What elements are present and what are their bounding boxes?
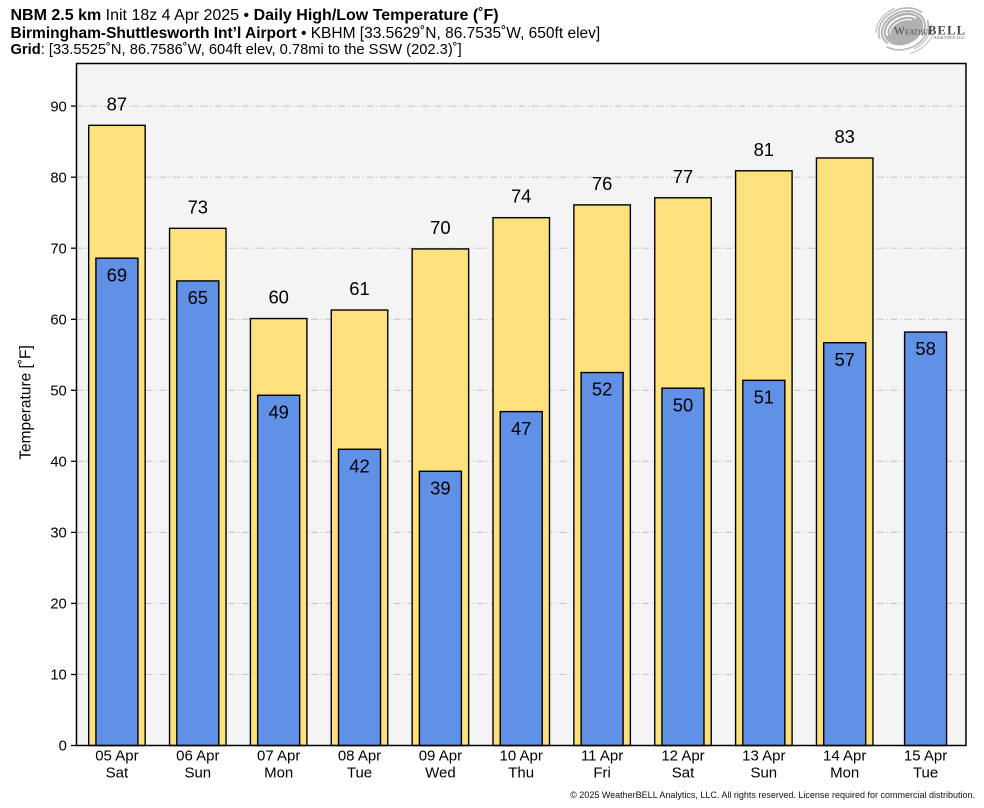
- svg-text:40: 40: [50, 455, 66, 471]
- svg-text:77: 77: [673, 166, 693, 187]
- svg-text:81: 81: [754, 139, 774, 160]
- svg-text:70: 70: [430, 217, 450, 238]
- svg-text:10: 10: [50, 668, 66, 684]
- svg-text:73: 73: [188, 196, 208, 217]
- svg-text:11 Apr: 11 Apr: [581, 748, 623, 765]
- svg-text:10 Apr: 10 Apr: [500, 748, 543, 765]
- svg-text:Fri: Fri: [593, 765, 611, 782]
- svg-text:05 Apr: 05 Apr: [95, 748, 138, 765]
- svg-text:Sat: Sat: [106, 765, 129, 782]
- svg-text:90: 90: [50, 99, 66, 115]
- svg-text:Tue: Tue: [913, 765, 938, 782]
- svg-text:Sun: Sun: [184, 765, 211, 782]
- svg-text:Temperature [˚F]: Temperature [˚F]: [18, 345, 35, 460]
- svg-text:12 Apr: 12 Apr: [661, 748, 704, 765]
- svg-text:ANALYTICS LLC: ANALYTICS LLC: [933, 35, 965, 40]
- svg-text:07 Apr: 07 Apr: [257, 748, 300, 765]
- svg-text:52: 52: [592, 379, 612, 400]
- svg-text:61: 61: [349, 278, 369, 299]
- svg-text:69: 69: [107, 264, 127, 285]
- svg-text:49: 49: [268, 402, 288, 423]
- svg-text:0: 0: [59, 739, 67, 755]
- svg-text:50: 50: [673, 394, 693, 415]
- svg-text:51: 51: [754, 387, 774, 408]
- svg-text:58: 58: [915, 338, 935, 359]
- svg-text:© 2025 WeatherBELL Analytics,: © 2025 WeatherBELL Analytics, LLC. All r…: [570, 790, 975, 800]
- svg-text:Tue: Tue: [347, 765, 372, 782]
- svg-text:15 Apr: 15 Apr: [904, 748, 947, 765]
- svg-text:80: 80: [50, 170, 66, 186]
- svg-text:50: 50: [50, 384, 66, 400]
- svg-text:06 Apr: 06 Apr: [176, 748, 219, 765]
- svg-text:70: 70: [50, 241, 66, 257]
- svg-text:WEATHER: WEATHER: [894, 25, 933, 37]
- svg-text:39: 39: [430, 478, 450, 499]
- svg-text:65: 65: [188, 287, 208, 308]
- svg-text:42: 42: [349, 456, 369, 477]
- svg-text:Sat: Sat: [672, 765, 695, 782]
- svg-text:20: 20: [50, 597, 66, 613]
- svg-text:Mon: Mon: [830, 765, 859, 782]
- svg-text:60: 60: [268, 287, 288, 308]
- svg-text:Wed: Wed: [425, 765, 456, 782]
- svg-text:74: 74: [511, 186, 531, 207]
- svg-text:BELL: BELL: [928, 23, 966, 37]
- svg-text:13 Apr: 13 Apr: [742, 748, 785, 765]
- svg-text:Mon: Mon: [264, 765, 293, 782]
- svg-text:83: 83: [834, 126, 854, 147]
- svg-text:Sun: Sun: [750, 765, 777, 782]
- svg-text:Thu: Thu: [508, 765, 534, 782]
- svg-text:87: 87: [107, 93, 127, 114]
- svg-text:08 Apr: 08 Apr: [338, 748, 381, 765]
- svg-text:57: 57: [834, 349, 854, 370]
- svg-text:30: 30: [50, 526, 66, 542]
- svg-text:60: 60: [50, 313, 66, 329]
- svg-text:09 Apr: 09 Apr: [419, 748, 462, 765]
- svg-text:76: 76: [592, 173, 612, 194]
- svg-text:47: 47: [511, 418, 531, 439]
- svg-text:14 Apr: 14 Apr: [823, 748, 866, 765]
